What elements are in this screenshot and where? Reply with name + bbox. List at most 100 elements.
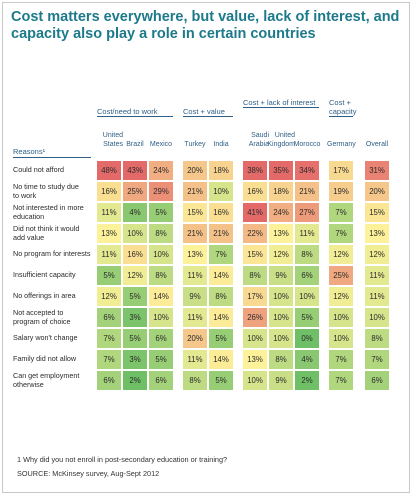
column-header: Saudi Arabia xyxy=(248,132,269,148)
heatmap-cell: 17% xyxy=(329,161,353,180)
heatmap-cell: 14% xyxy=(209,308,233,327)
heatmap-cell: 10% xyxy=(149,245,173,264)
heatmap-cell: 15% xyxy=(183,203,207,222)
heatmap-cell: 15% xyxy=(365,203,389,222)
heatmap-cell: 5% xyxy=(97,266,121,285)
heatmap-cell: 8% xyxy=(149,266,173,285)
heatmap-cell: 8% xyxy=(149,224,173,243)
heatmap-cell: 10% xyxy=(209,182,233,201)
heatmap-cell: 12% xyxy=(329,287,353,306)
heatmap-cell: 10% xyxy=(243,329,267,348)
heatmap-cell: 11% xyxy=(97,203,121,222)
row-label: No offerings in area xyxy=(13,291,76,300)
column-group-header: Cost + lack of interest xyxy=(243,98,319,108)
heatmap-cell: 11% xyxy=(97,245,121,264)
heatmap-cell: 48% xyxy=(97,161,121,180)
heatmap-cell: 8% xyxy=(269,350,293,369)
row-label: Insufficient capacity xyxy=(13,270,76,279)
heatmap-cell: 7% xyxy=(329,371,353,390)
heatmap-cell: 11% xyxy=(295,224,319,243)
heatmap-cell: 11% xyxy=(183,266,207,285)
row-label: No program for interests xyxy=(13,249,91,258)
heatmap-cell: 6% xyxy=(365,371,389,390)
heatmap-cell: 9% xyxy=(269,266,293,285)
heatmap-cell: 10% xyxy=(269,329,293,348)
heatmap-cell: 20% xyxy=(183,329,207,348)
heatmap-cell: 13% xyxy=(243,350,267,369)
heatmap-cell: 13% xyxy=(269,224,293,243)
heatmap-cell: 8% xyxy=(209,287,233,306)
heatmap-cell: 10% xyxy=(295,287,319,306)
heatmap-cell: 14% xyxy=(149,287,173,306)
heatmap-cell: 22% xyxy=(243,224,267,243)
row-label: No time to study due to work xyxy=(13,182,79,200)
heatmap-cell: 7% xyxy=(365,350,389,369)
heatmap-cell: 18% xyxy=(269,182,293,201)
heatmap-cell: 8% xyxy=(365,329,389,348)
heatmap-cell: 10% xyxy=(329,329,353,348)
heatmap-cell: 11% xyxy=(365,266,389,285)
column-header: Overall xyxy=(365,141,389,148)
heatmap-cell: 5% xyxy=(295,308,319,327)
heatmap-cell: 6% xyxy=(97,308,121,327)
heatmap-cell: 6% xyxy=(149,371,173,390)
heatmap-cell: 13% xyxy=(97,224,121,243)
row-label: Salary won't change xyxy=(13,333,78,342)
heatmap-cell: 2% xyxy=(295,371,319,390)
heatmap-cell: 16% xyxy=(209,203,233,222)
heatmap-cell: 18% xyxy=(209,161,233,180)
footnote: 1 Why did you not enroll in post-seconda… xyxy=(17,455,228,464)
heatmap-cell: 5% xyxy=(149,350,173,369)
heatmap-cell: 10% xyxy=(269,287,293,306)
column-header: Turkey xyxy=(184,141,206,148)
chart-title: Cost matters everywhere, but value, lack… xyxy=(11,9,400,42)
heatmap-cell: 41% xyxy=(243,203,267,222)
heatmap-cell: 5% xyxy=(209,371,233,390)
heatmap-cell: 8% xyxy=(183,371,207,390)
row-label: Not interested in more education xyxy=(13,203,84,221)
heatmap-cell: 2% xyxy=(123,371,147,390)
heatmap-cell: 21% xyxy=(183,182,207,201)
heatmap-cell: 5% xyxy=(209,329,233,348)
heatmap-cell: 7% xyxy=(329,350,353,369)
row-label: Not accepted to program of choice xyxy=(13,308,71,326)
heatmap-cell: 14% xyxy=(209,350,233,369)
heatmap-cell: 11% xyxy=(183,350,207,369)
heatmap-cell: 12% xyxy=(365,245,389,264)
heatmap-cell: 20% xyxy=(183,161,207,180)
heatmap-cell: 16% xyxy=(97,182,121,201)
heatmap-cell: 12% xyxy=(123,266,147,285)
column-header: Mexico xyxy=(149,141,173,148)
chart-frame: Cost matters everywhere, but value, lack… xyxy=(2,2,410,493)
heatmap-cell: 38% xyxy=(243,161,267,180)
row-label: Did not think it would add value xyxy=(13,224,80,242)
heatmap-cell: 10% xyxy=(329,308,353,327)
row-label: Family did not allow xyxy=(13,354,77,363)
heatmap-cell: 43% xyxy=(123,161,147,180)
heatmap-cell: 31% xyxy=(365,161,389,180)
heatmap-cell: 10% xyxy=(149,308,173,327)
row-label: Could not afford xyxy=(13,165,65,174)
heatmap-cell: 5% xyxy=(123,329,147,348)
heatmap-cell: 5% xyxy=(123,287,147,306)
row-header: Reasons¹ xyxy=(13,146,91,158)
heatmap-cell: 12% xyxy=(329,245,353,264)
heatmap-cell: 10% xyxy=(269,308,293,327)
heatmap-cell: 17% xyxy=(243,287,267,306)
heatmap-cell: 11% xyxy=(365,287,389,306)
heatmap-cell: 13% xyxy=(183,245,207,264)
heatmap-cell: 3% xyxy=(123,308,147,327)
heatmap-cell: 15% xyxy=(243,245,267,264)
column-header: Germany xyxy=(327,141,356,148)
heatmap-cell: 4% xyxy=(123,203,147,222)
source-note: SOURCE: McKinsey survey, Aug-Sept 2012 xyxy=(17,469,160,478)
heatmap-cell: 16% xyxy=(243,182,267,201)
column-group-header: Cost/need to work xyxy=(97,107,173,117)
heatmap-cell: 3% xyxy=(123,350,147,369)
heatmap-cell: 27% xyxy=(295,203,319,222)
heatmap-cell: 4% xyxy=(295,350,319,369)
heatmap-cell: 12% xyxy=(97,287,121,306)
heatmap-cell: 21% xyxy=(183,224,207,243)
heatmap-cell: 35% xyxy=(269,161,293,180)
heatmap-cell: 5% xyxy=(149,203,173,222)
